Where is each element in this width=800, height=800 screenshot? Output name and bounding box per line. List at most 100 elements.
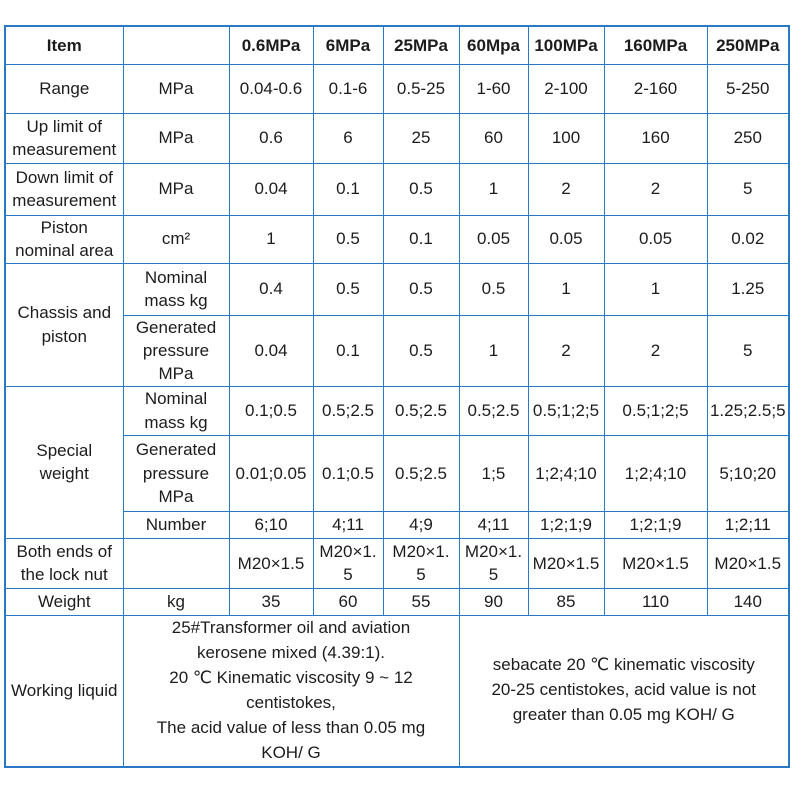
value-cell: 0.5 [312, 214, 384, 264]
unit-cell: MPa [122, 112, 230, 164]
row-special-nominal-mass: Special weight Nominal mass kg 0.1;0.5 0… [4, 385, 790, 539]
value-cell: 0.5;2.5 [312, 385, 384, 436]
unit-cell: MPa [122, 162, 230, 216]
row-label: Piston nominal area [4, 214, 124, 264]
value-cell: 6 [312, 112, 384, 164]
value-cell: 1-60 [458, 63, 529, 114]
row-special-generated-pressure: Generated pressure MPa 0.01;0.05 0.1;0.5… [5, 434, 790, 512]
value-cell: 5;10;20 [706, 434, 790, 512]
unit-cell: MPa [122, 63, 230, 114]
sub-row-label: Nominal mass kg [122, 262, 230, 316]
value-cell: 1 [458, 162, 529, 216]
column-header: 100MPa [527, 25, 605, 65]
row-lock-nut: Both ends of the lock nut M20×1.5 M20×1.… [4, 537, 790, 589]
value-cell: 1;2;4;10 [527, 434, 605, 512]
value-cell: 0.01;0.05 [228, 434, 314, 512]
row-up-limit: Up limit of measurement MPa 0.6 6 25 60 … [4, 112, 790, 164]
value-cell: 60 [312, 587, 384, 616]
value-cell: 4;9 [382, 510, 460, 539]
value-cell: 0.6 [228, 112, 314, 164]
value-cell: 90 [458, 587, 529, 616]
value-cell: 0.05 [458, 214, 529, 264]
value-cell: 0.05 [527, 214, 605, 264]
row-label: Special weight [4, 385, 124, 539]
value-cell: 2-160 [603, 63, 708, 114]
value-cell: 1 [458, 314, 529, 387]
value-cell: 0.5;2.5 [382, 434, 460, 512]
value-cell: 1.25 [706, 262, 790, 316]
value-cell: 5-250 [706, 63, 790, 114]
column-header: 250MPa [706, 25, 790, 65]
value-cell: M20×1. 5 [458, 537, 529, 589]
value-cell: 4;11 [458, 510, 529, 539]
row-label: Up limit of measurement [4, 112, 124, 164]
value-cell: 55 [382, 587, 460, 616]
value-cell: 2-100 [527, 63, 605, 114]
column-header: 0.6MPa [228, 25, 314, 65]
value-cell: 160 [603, 112, 708, 164]
value-cell: 250 [706, 112, 790, 164]
working-liquid-right: sebacate 20 ℃ kinematic viscosity 20-25 … [458, 614, 790, 768]
value-cell: M20×1.5 [706, 537, 790, 589]
value-cell: 1 [228, 214, 314, 264]
pressure-gauge-spec-table: Item 0.6MPa 6MPa 25MPa 60Mpa 100MPa 160M… [4, 25, 790, 768]
row-label: Down limit of measurement [4, 162, 124, 216]
value-cell: 0.5 [312, 262, 384, 316]
value-cell: 0.04-0.6 [228, 63, 314, 114]
value-cell: 0.5;2.5 [382, 385, 460, 436]
value-cell: 2 [527, 162, 605, 216]
value-cell: 1.25;2.5;5 [706, 385, 790, 436]
value-cell: 0.5;2.5 [458, 385, 529, 436]
value-cell: 100 [527, 112, 605, 164]
value-cell: 2 [527, 314, 605, 387]
unit-cell: cm² [122, 214, 230, 264]
sub-row-label: Number [122, 510, 230, 539]
value-cell: 1;2;4;10 [603, 434, 708, 512]
row-working-liquid: Working liquid 25#Transformer oil and av… [4, 614, 790, 768]
value-cell: 0.04 [228, 162, 314, 216]
header-item: Item [4, 25, 124, 65]
value-cell: 110 [603, 587, 708, 616]
header-row: Item 0.6MPa 6MPa 25MPa 60Mpa 100MPa 160M… [4, 25, 790, 65]
row-label: Chassis and piston [4, 262, 124, 387]
row-label: Both ends of the lock nut [4, 537, 124, 589]
row-label: Working liquid [4, 614, 124, 768]
value-cell: 0.1;0.5 [312, 434, 384, 512]
value-cell: 5 [706, 162, 790, 216]
value-cell: 85 [527, 587, 605, 616]
column-header: 60Mpa [458, 25, 529, 65]
sub-row-label: Generated pressure MPa [122, 434, 230, 512]
value-cell: 1;2;1;9 [527, 510, 605, 539]
value-cell: 0.5 [382, 262, 460, 316]
value-cell: 0.02 [706, 214, 790, 264]
value-cell: 0.05 [603, 214, 708, 264]
value-cell: 0.1-6 [312, 63, 384, 114]
value-cell: 2 [603, 314, 708, 387]
row-piston-area: Piston nominal area cm² 1 0.5 0.1 0.05 0… [4, 214, 790, 264]
row-label: Range [4, 63, 124, 114]
value-cell: 5 [706, 314, 790, 387]
column-header: 25MPa [382, 25, 460, 65]
value-cell: 0.1;0.5 [228, 385, 314, 436]
value-cell: 0.5-25 [382, 63, 460, 114]
value-cell: 0.04 [228, 314, 314, 387]
value-cell: 140 [706, 587, 790, 616]
value-cell: M20×1.5 [603, 537, 708, 589]
value-cell: M20×1.5 [527, 537, 605, 589]
value-cell: 0.4 [228, 262, 314, 316]
value-cell: 1 [527, 262, 605, 316]
value-cell: 0.1 [312, 162, 384, 216]
value-cell: 1;2;1;9 [603, 510, 708, 539]
header-unit-cell [122, 25, 230, 65]
value-cell: M20×1.5 [228, 537, 314, 589]
column-header: 160MPa [603, 25, 708, 65]
row-label: Weight [4, 587, 124, 616]
value-cell: 1 [603, 262, 708, 316]
value-cell: 6;10 [228, 510, 314, 539]
row-special-number: Number 6;10 4;11 4;9 4;11 1;2;1;9 1;2;1;… [5, 510, 790, 539]
value-cell: 2 [603, 162, 708, 216]
value-cell: 25 [382, 112, 460, 164]
value-cell: 4;11 [312, 510, 384, 539]
row-chassis-generated-pressure: Generated pressure MPa 0.04 0.1 0.5 1 2 … [5, 314, 790, 387]
value-cell: 0.1 [382, 214, 460, 264]
